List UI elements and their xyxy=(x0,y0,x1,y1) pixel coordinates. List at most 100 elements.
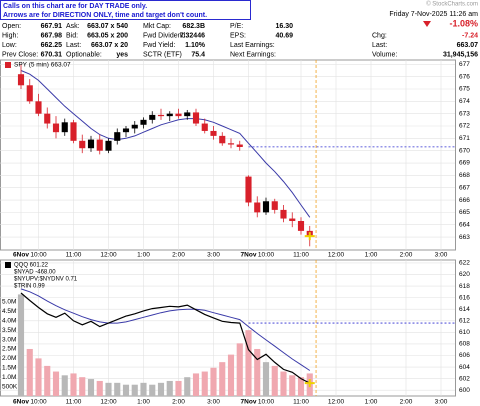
legend-swatch xyxy=(5,262,11,268)
volume-bar xyxy=(184,377,191,396)
x-tick-label: 1:00 xyxy=(365,399,378,406)
candle-body xyxy=(201,123,208,131)
y-tick-label: 620 xyxy=(459,271,470,278)
candle-body xyxy=(245,176,252,203)
volume-bar xyxy=(131,384,138,396)
plot-area xyxy=(0,59,456,251)
volume-bar xyxy=(61,375,68,396)
y2-tick-label: 4.0M xyxy=(2,317,16,324)
quote-label: Next Earnings: xyxy=(230,51,276,58)
legend-label: $NYAD -468.00 xyxy=(14,270,56,276)
x-tick-label: 11:00 xyxy=(293,252,309,259)
volume-bar xyxy=(44,365,51,396)
y-tick-label: 622 xyxy=(459,260,470,267)
y2-tick-label: 1.5M xyxy=(2,365,16,372)
y2-tick-label: 1.0M xyxy=(2,374,16,381)
volume-bar xyxy=(105,382,112,396)
volume-bar xyxy=(219,362,226,396)
y-tick-label: 665 xyxy=(459,209,470,216)
candle-body xyxy=(61,122,68,133)
volume-bar xyxy=(166,380,173,396)
x-tick-label: 2:00 xyxy=(172,399,185,406)
quote-label: High: xyxy=(2,32,18,39)
y-tick-label: 663 xyxy=(459,234,470,241)
quote-value: 7.32446 xyxy=(180,32,205,39)
quote-label: Open: xyxy=(2,23,21,30)
y-tick-label: 677 xyxy=(459,61,470,68)
volume-bar xyxy=(236,343,243,396)
quote-value: 75.4 xyxy=(191,51,205,58)
volume-bar xyxy=(262,362,270,396)
candle-body xyxy=(105,140,112,151)
moving-average xyxy=(20,288,311,371)
candle-body xyxy=(17,74,25,86)
candle-body xyxy=(236,144,243,147)
volume-bar xyxy=(271,365,278,396)
quote-label: Mkt Cap: xyxy=(143,23,171,30)
y-tick-label: 602 xyxy=(459,375,470,382)
x-tick-label: 1:00 xyxy=(137,399,150,406)
quote-label: Chg: xyxy=(372,32,387,39)
quote-value: 663.07 x 540 xyxy=(87,23,128,30)
candle-body xyxy=(149,114,156,120)
x-tick-label: 1:00 xyxy=(137,252,150,259)
change-percent: -1.08% xyxy=(449,18,478,28)
candle-body xyxy=(70,122,77,141)
watermark: © StockCharts.com xyxy=(426,1,478,8)
volume-bar xyxy=(245,330,252,396)
y-tick-label: 604 xyxy=(459,364,470,371)
quote-value: 1.10% xyxy=(185,42,206,49)
volume-bar xyxy=(70,373,77,396)
volume-bar xyxy=(201,371,208,396)
quote-value: 682.3B xyxy=(182,23,205,30)
candle-body xyxy=(44,113,51,124)
quote-value: 663.07 x 20 xyxy=(91,42,128,49)
x-tick-label: 7Nov xyxy=(241,252,257,259)
arrow-marker xyxy=(304,379,315,388)
candle-body xyxy=(254,202,261,213)
quote-value: 663.07 xyxy=(457,42,479,49)
x-tick-label: 12:00 xyxy=(328,399,345,406)
y-tick-label: 669 xyxy=(459,160,470,167)
x-tick-label: 2:00 xyxy=(400,399,413,406)
volume-bar xyxy=(227,354,235,396)
candle-body xyxy=(271,201,278,210)
x-tick-label: 11:00 xyxy=(66,399,82,406)
y2-tick-label: 4.5M xyxy=(2,308,16,315)
y2-tick-label: 3.0M xyxy=(2,336,16,343)
candle-body xyxy=(175,113,182,117)
x-tick-label: 10:00 xyxy=(30,252,47,259)
candle-body xyxy=(79,140,86,149)
legend-label: $TRIN 0.99 xyxy=(14,284,45,290)
y-tick-label: 667 xyxy=(459,184,470,191)
quote-label: Bid: xyxy=(66,32,78,39)
candle-body xyxy=(280,209,287,219)
quote-label: Last: xyxy=(66,42,81,49)
y-tick-label: 666 xyxy=(459,197,470,204)
volume-bar xyxy=(114,382,121,396)
x-tick-label: 10:00 xyxy=(258,399,275,406)
y2-tick-label: 2.5M xyxy=(2,346,16,353)
quote-value: 40.69 xyxy=(275,32,293,39)
volume-bar xyxy=(175,380,182,396)
quote-value: 31,945,156 xyxy=(443,51,478,58)
volume-bar xyxy=(96,380,103,396)
candle-body xyxy=(166,113,173,117)
y-tick-label: 664 xyxy=(459,221,470,228)
quote-label: Fwd Dividend: xyxy=(143,32,187,39)
price-line xyxy=(20,292,311,384)
volume-bar xyxy=(280,371,287,396)
quote-label: Optionable: xyxy=(66,51,102,58)
candle-body xyxy=(122,128,130,133)
y-tick-label: 612 xyxy=(459,317,470,324)
notice-line: Calls on this chart are for DAY TRADE on… xyxy=(3,3,147,10)
y-tick-label: 674 xyxy=(459,98,470,105)
x-tick-label: 2:00 xyxy=(400,252,413,259)
x-tick-label: 3:00 xyxy=(207,399,220,406)
x-tick-label: 2:00 xyxy=(172,252,185,259)
quote-label: Volume: xyxy=(372,51,397,58)
x-tick-label: 7Nov xyxy=(241,399,257,406)
x-tick-label: 10:00 xyxy=(30,399,47,406)
x-tick-label: 12:00 xyxy=(328,252,345,259)
